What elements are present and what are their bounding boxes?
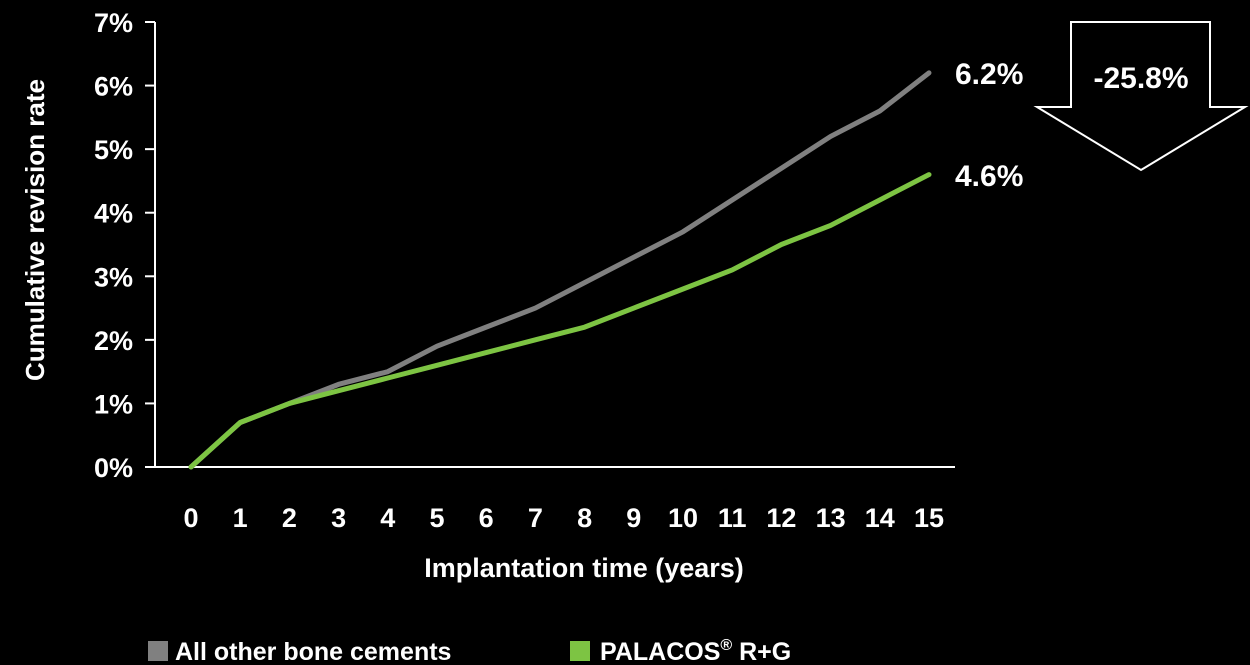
x-tick-label: 4 — [380, 503, 395, 533]
y-tick-label: 3% — [94, 262, 133, 292]
legend-label-palacos-suffix: R+G — [732, 638, 791, 665]
legend-label-palacos-superscript: ® — [720, 637, 732, 654]
x-tick-label: 13 — [816, 503, 846, 533]
x-tick-label: 10 — [668, 503, 698, 533]
legend-swatch-all-other-bone-cements — [148, 641, 168, 661]
legend-label-all-other-bone-cements: All other bone cements — [175, 638, 451, 665]
legend-label-palacos: PALACOS® R+G — [600, 637, 791, 665]
legend: All other bone cements PALACOS® R+G — [148, 637, 791, 665]
x-tick-label: 3 — [331, 503, 346, 533]
x-tick-label: 8 — [577, 503, 592, 533]
x-tick-label: 6 — [479, 503, 494, 533]
y-axis-title: Cumulative revision rate — [20, 79, 50, 381]
y-tick-label: 1% — [94, 389, 133, 419]
series-lines — [188, 70, 932, 470]
annotation-label: -25.8% — [1093, 62, 1188, 95]
series-line-palacos — [188, 172, 932, 470]
x-axis-title: Implantation time (years) — [424, 553, 744, 583]
x-tick-label: 0 — [183, 503, 198, 533]
y-axis-ticks: 0% 1% 2% 3% 4% 5% 6% 7% — [94, 8, 155, 483]
x-tick-label: 1 — [233, 503, 248, 533]
legend-swatch-palacos — [570, 641, 590, 661]
y-tick-label: 2% — [94, 326, 133, 356]
legend-label-palacos-name: PALACOS — [600, 638, 720, 665]
x-tick-label: 15 — [914, 503, 944, 533]
y-tick-label: 7% — [94, 8, 133, 38]
x-tick-label: 11 — [718, 503, 747, 533]
series-line-all-other-bone-cements — [188, 70, 932, 470]
x-tick-label: 9 — [626, 503, 641, 533]
series-0-end-label: 6.2% — [955, 58, 1023, 91]
y-tick-label: 0% — [94, 453, 133, 483]
series-1-end-label: 4.6% — [955, 160, 1023, 193]
x-tick-label: 12 — [766, 503, 796, 533]
y-tick-label: 6% — [94, 72, 133, 102]
y-tick-label: 4% — [94, 199, 133, 229]
x-tick-label: 14 — [865, 503, 895, 533]
down-arrow-shape — [1033, 21, 1249, 172]
x-tick-label: 5 — [429, 503, 444, 533]
x-tick-label: 2 — [282, 503, 297, 533]
y-tick-label: 5% — [94, 135, 133, 165]
x-axis-ticks: 0 1 2 3 4 5 6 7 8 9 10 11 12 13 14 15 — [183, 503, 944, 533]
x-tick-label: 7 — [528, 503, 543, 533]
